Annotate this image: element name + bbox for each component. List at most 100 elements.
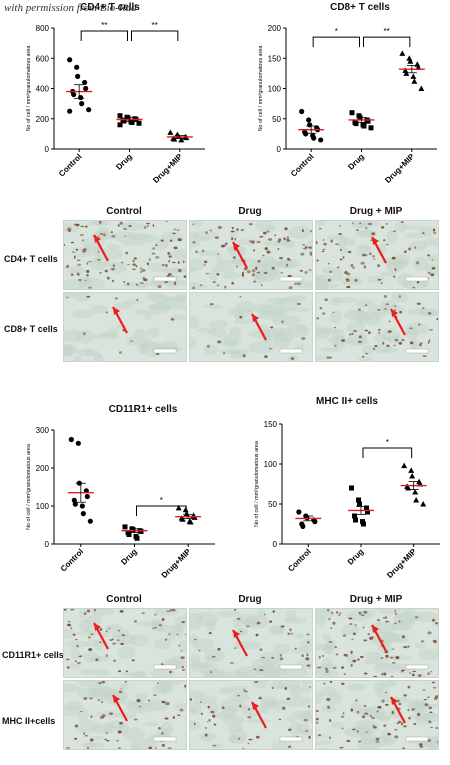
stained-cell [335,611,339,614]
stained-cell [403,646,408,649]
stained-cell [144,226,147,229]
tissue-texture [319,347,343,352]
stained-cell [385,222,389,225]
tissue-texture [190,621,202,631]
y-axis-label: No of cell / mm²granulomatous area [26,46,32,132]
data-point [364,505,369,511]
stained-cell [93,609,97,612]
stained-cell [113,659,117,662]
stained-cell [323,242,327,246]
stained-cell [169,239,173,242]
data-point [126,532,132,537]
stained-cell [121,634,125,637]
stained-cell [157,285,162,289]
stained-cell [164,638,168,641]
stained-cell [183,275,186,278]
stained-cell [427,696,430,699]
stained-cell [255,633,259,637]
tissue-texture [80,668,96,676]
stained-cell [157,682,159,685]
y-axis-label: No of cell / mm²granulomatous area [258,46,264,132]
stained-cell [431,267,436,270]
stained-cell [120,642,124,646]
stained-cell [134,620,137,623]
stained-cell [179,708,184,712]
tissue-texture [229,692,251,702]
stained-cell [97,235,100,238]
stained-cell [346,286,351,289]
micrograph-image [64,221,186,289]
stained-cell [77,661,81,665]
stained-cell [107,278,110,280]
stained-cell [205,272,210,275]
tissue-texture [356,299,375,308]
stained-cell [248,240,253,243]
stained-cell [422,689,426,691]
tissue-texture [320,686,338,697]
stained-cell [248,222,253,226]
stained-cell [173,246,178,250]
tissue-texture [90,609,114,616]
stained-cell [131,659,135,662]
data-point [357,501,362,507]
stained-cell [336,266,340,269]
column-label-drug: Drug [238,206,262,217]
stained-cell [316,709,319,713]
tissue-texture [111,689,126,696]
tissue-texture [350,221,368,229]
stained-cell [77,263,82,266]
tissue-texture [89,258,107,271]
stained-cell [182,260,185,264]
stained-cell [434,641,437,644]
tissue-texture [354,724,372,736]
stained-cell [167,747,172,749]
stained-cell [358,308,361,311]
tissue-texture [397,668,416,674]
stained-cell [236,617,241,620]
stained-cell [88,286,92,289]
stained-cell [299,269,303,272]
stained-cell [306,653,309,657]
stained-cell [257,260,261,263]
stained-cell [155,256,160,259]
stained-cell [123,228,127,230]
stained-cell [397,720,402,723]
stained-cell [420,640,425,643]
stained-cell [356,658,360,661]
tissue-texture [339,247,349,255]
tissue-texture [409,240,427,252]
tissue-texture [408,714,431,720]
tissue-texture [316,690,325,704]
tissue-texture [324,663,337,669]
stained-cell [346,739,351,743]
tissue-texture [190,232,200,240]
data-point [80,511,86,517]
tissue-texture [74,252,93,258]
tissue-texture [289,721,302,736]
stained-cell [77,273,81,276]
tissue-texture [197,250,220,257]
stained-cell [350,708,353,712]
tissue-texture [316,221,326,226]
stained-cell [70,626,73,630]
stained-cell [283,237,287,241]
tissue-texture [227,736,246,744]
data-point [401,462,408,469]
stained-cell [141,612,145,614]
tissue-texture [222,271,241,280]
stained-cell [435,621,438,625]
x-category-label: Drug+MIP [160,547,193,580]
stained-cell [116,639,120,641]
stained-cell [436,317,438,321]
stained-cell [375,740,380,743]
stained-cell [97,699,101,701]
stained-cell [165,221,168,222]
stained-cell [148,258,151,262]
stained-cell [177,261,180,264]
stained-cell [365,352,368,355]
stained-cell [330,239,333,243]
tissue-texture [373,711,393,721]
scale-bar [279,664,303,670]
stained-cell [343,653,347,657]
tissue-texture [74,355,83,361]
